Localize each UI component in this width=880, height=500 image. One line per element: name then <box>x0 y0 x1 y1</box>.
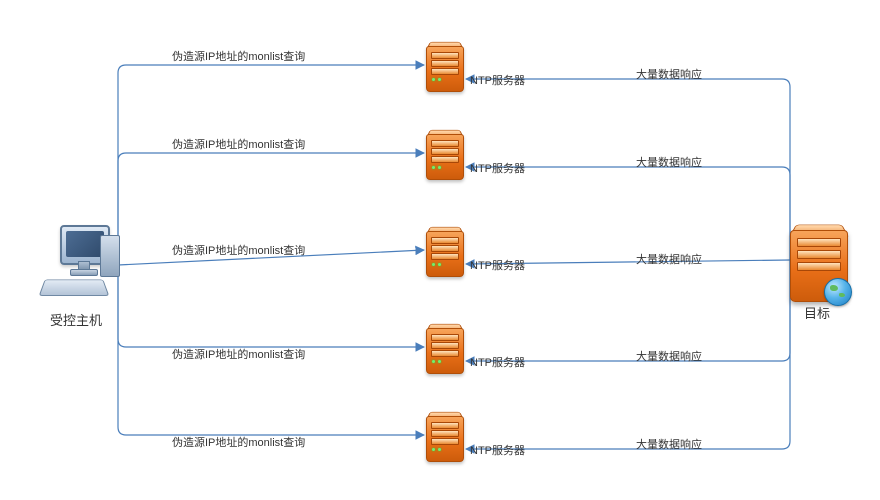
response-edge-label: 大量数据响应 <box>636 251 702 267</box>
ntp-server-icon <box>426 322 462 372</box>
ntp-server-label: NTP服务器 <box>470 160 525 176</box>
response-edge-label: 大量数据响应 <box>636 348 702 364</box>
ntp-server-label: NTP服务器 <box>470 257 525 273</box>
query-edge-label: 伪造源IP地址的monlist查询 <box>172 346 305 362</box>
query-edge-label: 伪造源IP地址的monlist查询 <box>172 242 305 258</box>
query-edge-label: 伪造源IP地址的monlist查询 <box>172 48 305 64</box>
diagram-canvas: 受控主机 NTP服务器 NTP服务器 NTP服务器 NTP服务器 NTP服务器 … <box>0 0 880 500</box>
ntp-server-label: NTP服务器 <box>470 354 525 370</box>
ntp-server-icon <box>426 225 462 275</box>
query-edge-label: 伪造源IP地址的monlist查询 <box>172 136 305 152</box>
ntp-server-icon <box>426 410 462 460</box>
attacker-host-icon <box>40 225 120 305</box>
response-edge-label: 大量数据响应 <box>636 154 702 170</box>
target-server-icon <box>790 222 846 300</box>
response-edge-label: 大量数据响应 <box>636 66 702 82</box>
attacker-host-label: 受控主机 <box>50 310 102 329</box>
ntp-server-label: NTP服务器 <box>470 442 525 458</box>
globe-icon <box>824 278 852 306</box>
response-edge-label: 大量数据响应 <box>636 436 702 452</box>
ntp-server-icon <box>426 128 462 178</box>
target-label: 目标 <box>804 303 830 322</box>
ntp-server-label: NTP服务器 <box>470 72 525 88</box>
ntp-server-icon <box>426 40 462 90</box>
query-edge-label: 伪造源IP地址的monlist查询 <box>172 434 305 450</box>
